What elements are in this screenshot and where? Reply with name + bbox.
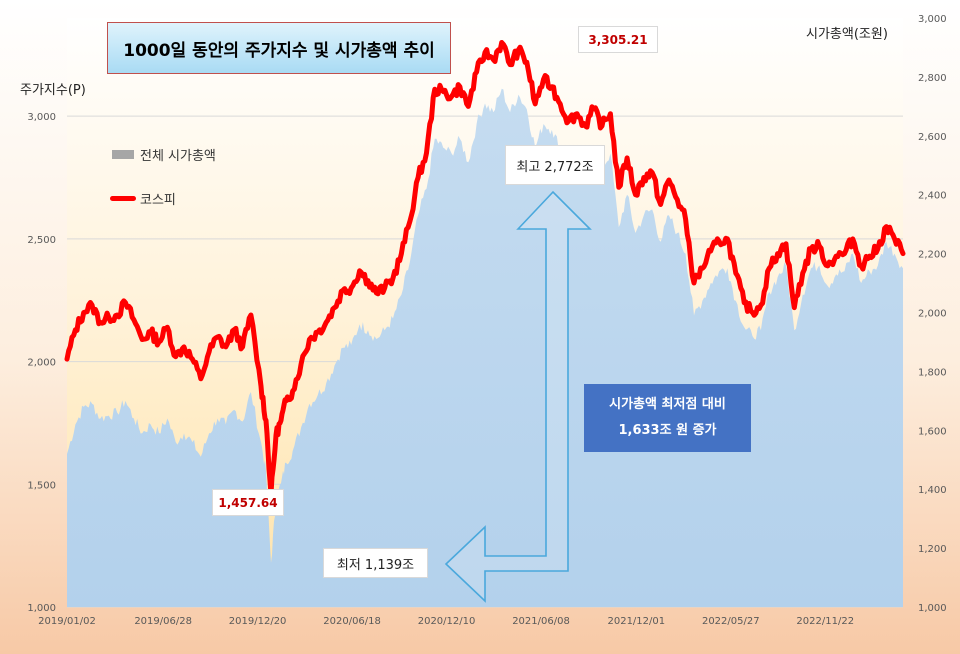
- peak-index-label: 3,305.21: [578, 26, 658, 53]
- right-tick-label: 3,000: [918, 14, 947, 25]
- right-tick-label: 1,800: [918, 367, 947, 378]
- legend-market-cap: 전체 시가총액: [112, 145, 216, 164]
- left-tick-label: 1,500: [27, 480, 56, 491]
- left-tick-label: 2,000: [27, 358, 56, 369]
- right-tick-label: 1,400: [918, 485, 947, 496]
- legend-market-cap-swatch: [112, 150, 134, 159]
- increase-note-line1: 시가총액 최저점 대비: [609, 397, 726, 412]
- x-tick-label: 2019/06/28: [134, 616, 192, 627]
- increase-note-line2: 1,633조 원 증가: [618, 423, 717, 438]
- left-tick-label: 2,500: [27, 235, 56, 246]
- increase-note: 시가총액 최저점 대비 1,633조 원 증가: [584, 384, 751, 452]
- chart-title: 1000일 동안의 주가지수 및 시가총액 추이: [107, 22, 451, 74]
- right-tick-label: 2,800: [918, 73, 947, 84]
- legend-kospi: 코스피: [110, 189, 176, 208]
- x-tick-label: 2020/12/10: [418, 616, 476, 627]
- x-tick-label: 2020/06/18: [323, 616, 381, 627]
- kospi-line: [64, 40, 906, 497]
- legend-kospi-label: 코스피: [140, 193, 176, 208]
- right-tick-label: 2,400: [918, 191, 947, 202]
- right-axis-title: 시가총액(조원): [806, 27, 888, 42]
- right-tick-label: 1,000: [918, 603, 947, 614]
- right-tick-label: 1,200: [918, 544, 947, 555]
- right-tick-label: 2,200: [918, 250, 947, 261]
- x-tick-label: 2019/01/02: [38, 616, 96, 627]
- left-tick-label: 3,000: [27, 112, 56, 123]
- x-tick-label: 2021/06/08: [512, 616, 570, 627]
- right-tick-label: 1,600: [918, 426, 947, 437]
- x-tick-label: 2019/12/20: [229, 616, 287, 627]
- legend-market-cap-label: 전체 시가총액: [140, 149, 216, 164]
- market-cap-area: [67, 88, 903, 607]
- x-tick-label: 2022/05/27: [702, 616, 760, 627]
- right-tick-label: 2,000: [918, 309, 947, 320]
- x-tick-label: 2022/11/22: [796, 616, 854, 627]
- low-index-label: 1,457.64: [212, 489, 284, 516]
- x-tick-label: 2021/12/01: [607, 616, 665, 627]
- left-axis-title: 주가지수(P): [20, 83, 86, 98]
- peak-cap-label: 최고 2,772조: [505, 145, 605, 185]
- low-cap-label: 최저 1,139조: [323, 548, 428, 578]
- increase-arrow: [444, 190, 592, 603]
- left-tick-label: 1,000: [27, 603, 56, 614]
- right-tick-label: 2,600: [918, 132, 947, 143]
- legend-kospi-swatch: [110, 196, 136, 201]
